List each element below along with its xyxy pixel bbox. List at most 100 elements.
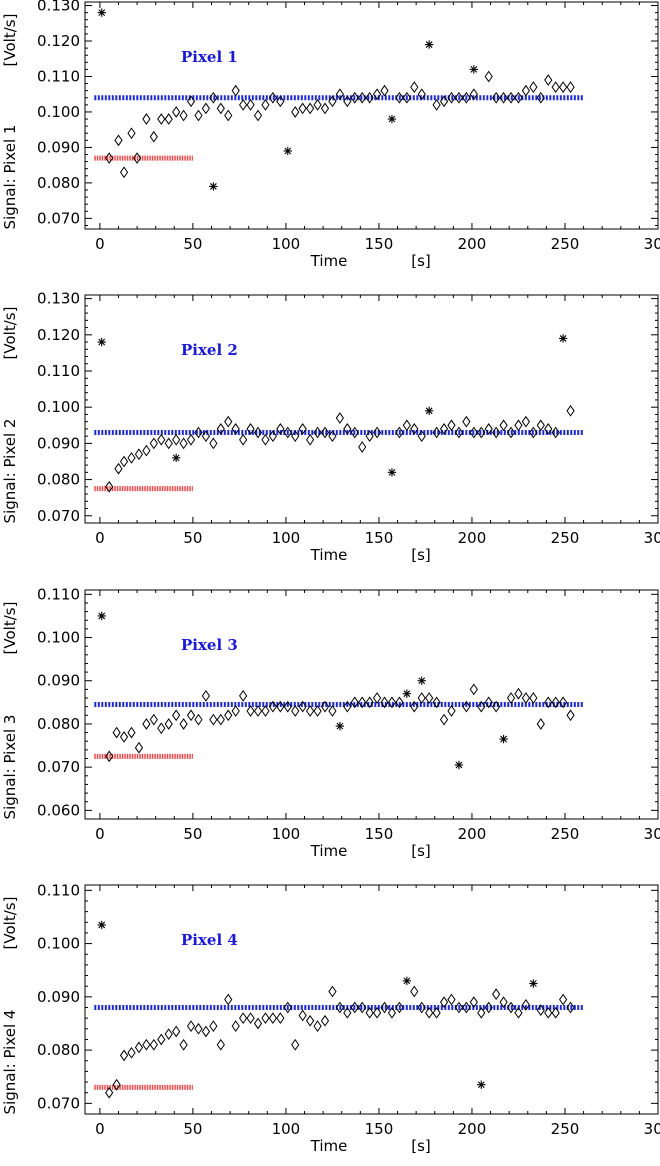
diamond-point	[521, 998, 531, 1011]
diamond-point	[134, 741, 144, 754]
diamond-point	[298, 102, 307, 115]
diamond-point	[343, 700, 352, 713]
diamond-point	[114, 134, 123, 147]
diamond-point	[179, 1038, 188, 1051]
y-tick-label: 0.090	[37, 138, 80, 156]
y-tick-label: 0.110	[37, 362, 80, 380]
diamond-point	[239, 1012, 248, 1025]
diamond-point	[492, 91, 501, 104]
diamond-point	[142, 718, 151, 730]
diamond-point	[402, 91, 411, 104]
diamond-point	[186, 709, 196, 722]
diamond-point	[506, 1001, 516, 1014]
diamond-point	[499, 996, 508, 1009]
diamond-point	[157, 1033, 166, 1046]
x-axis-unit: [s]	[411, 546, 431, 564]
diamond-point	[253, 705, 263, 717]
y-tick-label: 0.130	[37, 0, 80, 15]
diamond-point	[387, 1006, 397, 1019]
plot-frame	[84, 1, 659, 230]
diamond-point	[216, 102, 225, 115]
diamond-point	[157, 433, 166, 446]
outlier-point	[402, 689, 412, 698]
diamond-point	[395, 696, 404, 709]
diamond-point	[194, 1022, 203, 1035]
diamond-point	[313, 426, 322, 439]
outlier-point	[454, 760, 464, 770]
diamond-point	[410, 81, 419, 93]
diamond-point	[194, 713, 203, 726]
y-tick-label: 0.080	[37, 715, 80, 733]
diamond-point	[231, 84, 240, 97]
diamond-point	[283, 700, 292, 713]
outlier-point	[417, 676, 426, 685]
diamond-point	[224, 415, 233, 428]
diamond-point	[559, 993, 568, 1006]
diamond-point	[114, 462, 123, 475]
outlier-point	[171, 453, 181, 463]
diamond-point	[529, 692, 538, 704]
outlier-point	[529, 979, 538, 988]
diamond-point	[566, 81, 575, 93]
diamond-point	[201, 430, 211, 443]
diamond-point	[253, 1017, 263, 1030]
diamond-point	[172, 433, 181, 446]
diamond-point	[343, 95, 352, 108]
diamond-point	[469, 683, 478, 696]
diamond-point	[506, 91, 516, 104]
diamond-point	[216, 1038, 225, 1051]
diamond-point	[172, 709, 181, 722]
diamond-point	[201, 102, 211, 115]
diamond-point	[209, 91, 218, 104]
plot-frame	[84, 294, 659, 524]
diamond-point	[372, 88, 382, 101]
diamond-point	[536, 1004, 545, 1017]
diamond-point	[201, 1025, 211, 1038]
diamond-point	[313, 1020, 322, 1032]
diamond-point	[492, 426, 501, 439]
y-tick-label: 0.110	[37, 67, 80, 85]
y-tick-label: 0.070	[37, 1094, 80, 1112]
diamond-point	[328, 705, 337, 717]
diamond-point	[298, 423, 307, 435]
outlier-point	[283, 146, 292, 156]
diamond-point	[514, 687, 523, 700]
diamond-point	[194, 426, 203, 439]
x-axis: 0 50 100 150 200 250 300	[95, 2, 660, 253]
diamond-point	[447, 993, 456, 1006]
y-tick-label: 0.080	[37, 471, 80, 489]
diamond-point	[149, 1038, 158, 1051]
outlier-point	[499, 734, 508, 744]
diamond-point	[447, 91, 456, 104]
diamond-point	[179, 109, 188, 122]
diamond-point	[559, 81, 568, 93]
x-tick-label: 150	[365, 825, 394, 843]
diamond-point	[432, 426, 441, 439]
diamond-point	[365, 1006, 374, 1019]
diamond-point	[201, 689, 211, 702]
diamond-point	[239, 98, 248, 111]
diamond-point	[253, 426, 263, 439]
outlier-series	[97, 8, 479, 191]
diamond-point	[142, 444, 151, 457]
diamond-point	[484, 70, 493, 83]
diamond-point	[365, 430, 374, 443]
diamond-point	[454, 91, 464, 104]
diamond-point	[551, 426, 560, 439]
diamond-point	[261, 1012, 270, 1025]
diamond-point	[335, 1001, 344, 1014]
diamond-point	[298, 1009, 307, 1022]
diamond-point	[395, 426, 404, 439]
diamond-point	[514, 1006, 523, 1019]
diamond-point	[521, 415, 531, 428]
diamond-point	[276, 1012, 285, 1025]
diamond-point	[105, 1086, 114, 1099]
y-tick-label: 0.100	[37, 935, 80, 953]
diamond-point	[134, 448, 144, 461]
diamond-point	[529, 81, 538, 93]
diamond-point	[276, 700, 285, 713]
y-axis-label: Signal: Pixel 4	[1, 1010, 19, 1115]
x-tick-label: 50	[183, 825, 202, 843]
panel-annotation: Pixel 2	[181, 341, 238, 359]
diamond-point	[469, 88, 478, 101]
